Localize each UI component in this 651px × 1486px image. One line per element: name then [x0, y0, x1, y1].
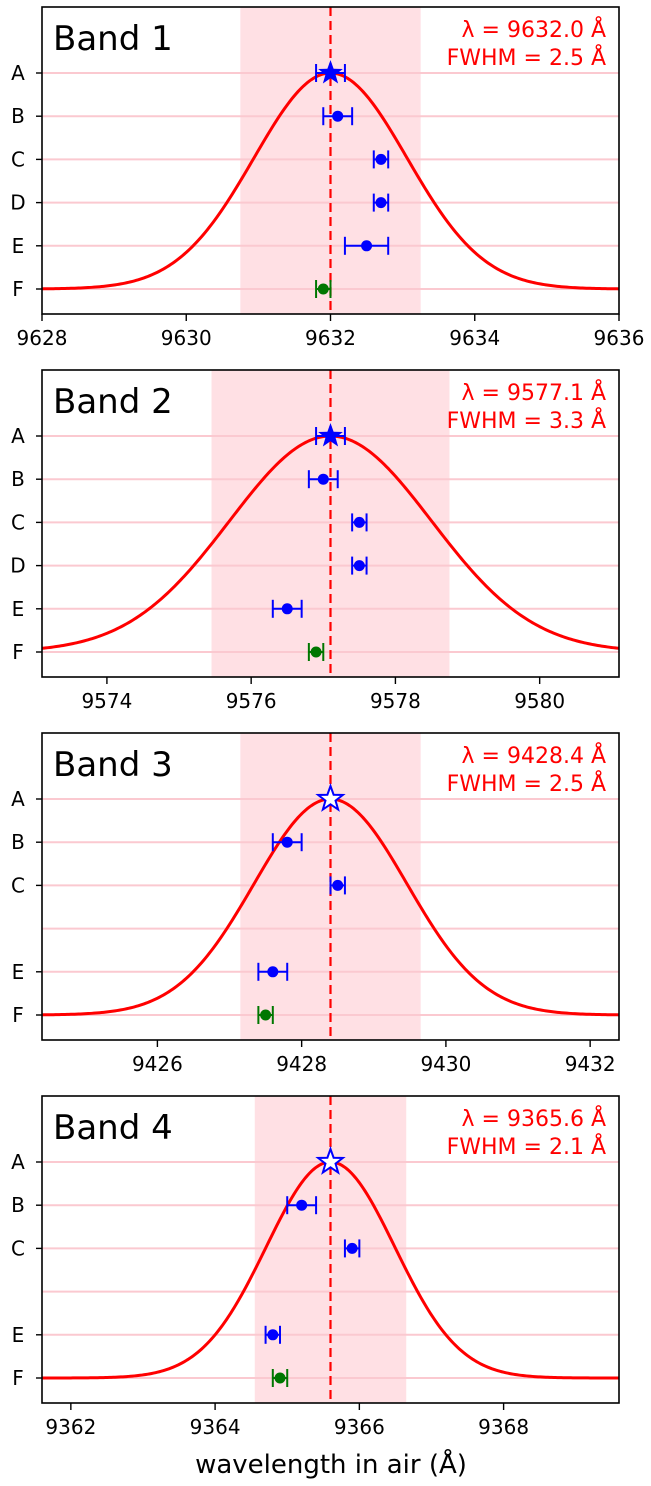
annotation-text: λ = 9577.1 Å [462, 379, 606, 406]
star-point [318, 423, 343, 447]
x-axis-label: wavelength in air (Å) [195, 1448, 467, 1480]
data-point [346, 1242, 358, 1254]
x-tick-label: 9432 [565, 1052, 616, 1076]
plot-area [42, 7, 619, 314]
data-point [375, 197, 387, 209]
star-point [318, 60, 343, 84]
row-label: D [10, 191, 25, 215]
data-point [317, 473, 329, 485]
panel-title: Band 2 [53, 382, 173, 422]
x-tick-label: 9628 [17, 326, 68, 350]
axes-frame [41, 369, 620, 678]
row-label: F [12, 640, 24, 664]
axes-frame [41, 1095, 620, 1404]
row-label: C [11, 873, 25, 897]
data-point [310, 646, 322, 658]
row-label: F [12, 1366, 24, 1390]
row-label: C [11, 1236, 25, 1260]
panel-title: Band 4 [53, 1108, 173, 1148]
row-label: D [10, 554, 25, 578]
x-tick-label: 9574 [81, 689, 132, 713]
x-tick-label: 9368 [478, 1415, 529, 1439]
data-point [332, 879, 344, 891]
row-label: B [11, 467, 25, 491]
row-label: C [11, 510, 25, 534]
panel-title: Band 3 [53, 745, 173, 785]
plot-area [42, 370, 619, 677]
plot-area [42, 1096, 619, 1403]
x-tick-label: 9364 [190, 1415, 241, 1439]
data-point [361, 240, 373, 252]
row-label: E [12, 1323, 25, 1347]
x-tick-label: 9430 [420, 1052, 471, 1076]
data-point [296, 1199, 308, 1211]
row-label: E [12, 960, 25, 984]
row-label: B [11, 104, 25, 128]
x-tick-label: 9632 [305, 326, 356, 350]
row-label: F [12, 1003, 24, 1027]
x-tick-label: 9426 [132, 1052, 183, 1076]
annotation-text: FWHM = 2.5 Å [447, 770, 606, 797]
annotation-text: λ = 9365.6 Å [462, 1105, 606, 1132]
row-label: A [11, 424, 25, 448]
row-label: F [12, 277, 24, 301]
annotation-text: FWHM = 2.5 Å [447, 44, 606, 71]
x-tick-label: 9362 [45, 1415, 96, 1439]
star-point [315, 1146, 346, 1175]
x-tick-label: 9428 [276, 1052, 327, 1076]
row-label: C [11, 147, 25, 171]
data-point [267, 1329, 279, 1341]
data-point [317, 283, 329, 295]
annotation-text: λ = 9428.4 Å [462, 742, 606, 769]
data-point [375, 153, 387, 165]
annotation-text: λ = 9632.0 Å [462, 16, 606, 43]
panel-band-3: ABC EF 9426 9428 9430 9432 Band 3 λ = 9428.4 ÅF… [11, 732, 620, 1076]
panel-band-4: ABC EF 9362 9364 9366 9368 Band 4 λ = 9365.6 ÅF… [11, 1095, 620, 1439]
x-tick-label: 9578 [370, 689, 421, 713]
annotation-text: FWHM = 3.3 Å [447, 407, 606, 434]
data-point [281, 836, 293, 848]
plot-area [42, 733, 619, 1040]
data-point [260, 1009, 272, 1021]
row-label: B [11, 830, 25, 854]
data-point [353, 560, 365, 572]
row-label: A [11, 1150, 25, 1174]
row-label: E [12, 597, 25, 621]
annotation-text: FWHM = 2.1 Å [447, 1133, 606, 1160]
row-label: A [11, 787, 25, 811]
data-point [281, 603, 293, 615]
x-tick-label: 9576 [226, 689, 277, 713]
axes-frame [41, 732, 620, 1041]
x-tick-label: 9580 [514, 689, 565, 713]
data-point [274, 1372, 286, 1384]
x-tick-label: 9636 [594, 326, 645, 350]
data-point [332, 110, 344, 122]
x-tick-label: 9630 [161, 326, 212, 350]
data-point [353, 516, 365, 528]
row-label: E [12, 234, 25, 258]
x-tick-label: 9634 [449, 326, 500, 350]
data-point [267, 966, 279, 978]
star-point [315, 783, 346, 812]
row-label: B [11, 1193, 25, 1217]
x-tick-label: 9366 [334, 1415, 385, 1439]
panel-title: Band 1 [53, 19, 173, 59]
row-label: A [11, 61, 25, 85]
